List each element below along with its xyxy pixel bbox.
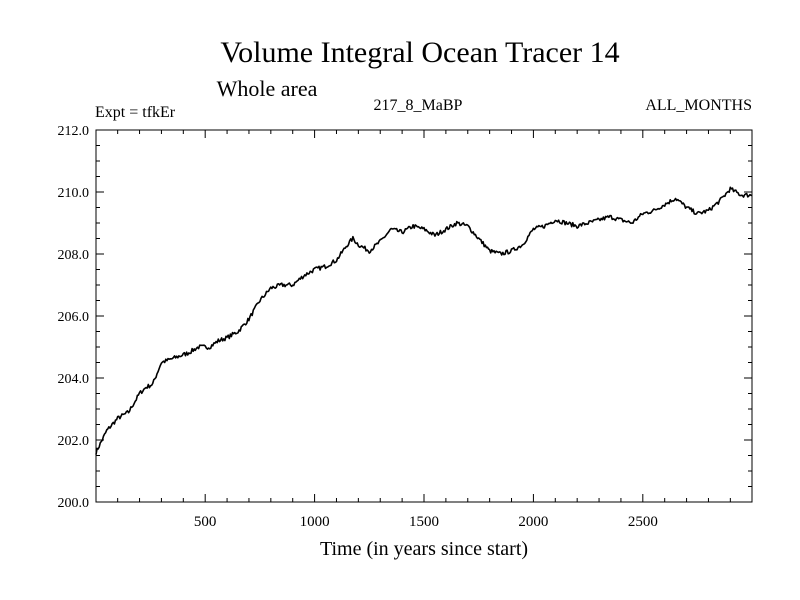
chart-subtitle: Whole area xyxy=(217,76,318,101)
y-tick-label: 204.0 xyxy=(58,372,90,387)
y-tick-label: 212.0 xyxy=(58,124,90,139)
x-tick-label: 2000 xyxy=(518,514,548,530)
plot-frame xyxy=(95,129,753,503)
x-axis-label: Time (in years since start) xyxy=(320,538,528,560)
y-tick-label: 210.0 xyxy=(58,186,90,201)
chart-title: Volume Integral Ocean Tracer 14 xyxy=(220,36,619,69)
y-tick-label: 202.0 xyxy=(58,434,90,449)
x-tick-label: 1500 xyxy=(409,514,439,530)
x-tick-label: 500 xyxy=(194,514,217,530)
y-tick-label: 206.0 xyxy=(58,310,90,325)
annotation-experiment: Expt = tfkEr xyxy=(95,104,176,121)
annotation-run-id: 217_8_MaBP xyxy=(374,97,463,114)
annotation-months: ALL_MONTHS xyxy=(645,97,752,114)
y-tick-label: 208.0 xyxy=(58,248,90,263)
tick-labels: 200.0 202.0 204.0 206.0 208.0 210.0 212.0 500 10… xyxy=(58,124,658,530)
axis-ticks xyxy=(96,129,752,503)
x-tick-label: 2500 xyxy=(628,514,658,530)
series-line xyxy=(95,186,753,455)
x-tick-label: 1000 xyxy=(300,514,330,530)
y-tick-label: 200.0 xyxy=(58,496,90,511)
